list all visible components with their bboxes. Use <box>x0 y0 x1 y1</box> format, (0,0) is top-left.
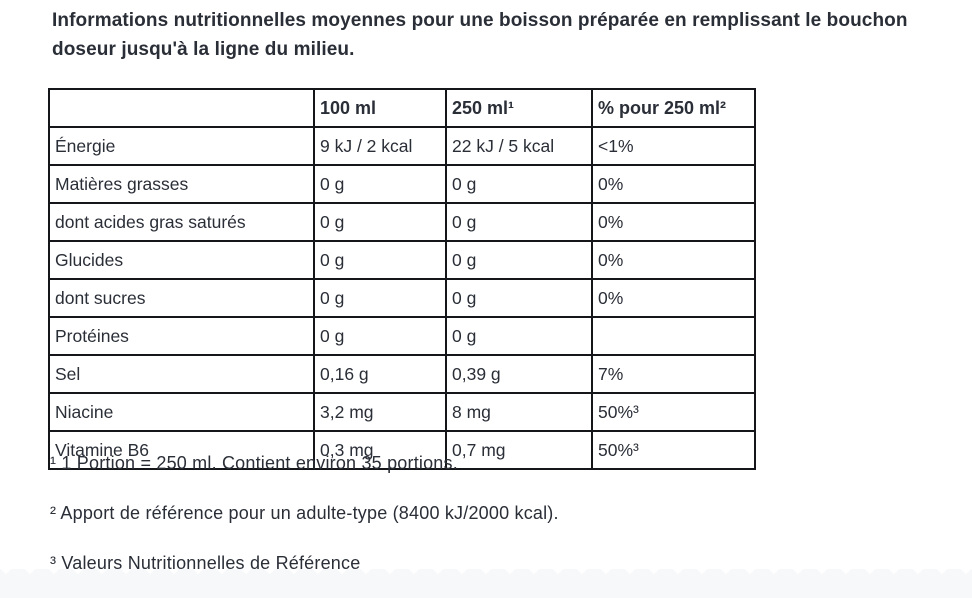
nutrient-label-cell: dont sucres <box>48 278 315 318</box>
nutrient-value-cell: 0 g <box>313 316 447 356</box>
page-bottom-decoration <box>0 569 972 598</box>
nutrient-value-cell: 22 kJ / 5 kcal <box>445 126 593 166</box>
nutrient-label-cell: Vitamine B6 <box>48 430 315 470</box>
table-row: Vitamine B6 0,3 mg 0,7 mg 50%³ <box>48 430 756 470</box>
table-row: Niacine 3,2 mg 8 mg 50%³ <box>48 392 756 432</box>
nutrient-value-cell: 0,39 g <box>445 354 593 394</box>
nutrient-value-cell: 0 g <box>445 202 593 242</box>
nutrient-value-cell: 50%³ <box>591 430 756 470</box>
col-header-empty <box>48 88 315 128</box>
nutrient-label-cell: Sel <box>48 354 315 394</box>
nutrient-value-cell: 0 g <box>313 278 447 318</box>
nutrient-value-cell: 0 g <box>313 164 447 204</box>
nutrient-label-cell: Protéines <box>48 316 315 356</box>
nutrient-value-cell: 0 g <box>445 316 593 356</box>
intro-text: Informations nutritionnelles moyennes po… <box>52 10 908 60</box>
col-header-100ml: 100 ml <box>313 88 447 128</box>
nutrition-table: 100 ml 250 ml¹ % pour 250 ml² Énergie 9 k… <box>48 88 756 470</box>
nutrient-value-cell: 0,3 mg <box>313 430 447 470</box>
nutrient-value-cell: 9 kJ / 2 kcal <box>313 126 447 166</box>
nutrient-label-cell: Glucides <box>48 240 315 280</box>
col-header-pct-250ml: % pour 250 ml² <box>591 88 756 128</box>
header-row: 100 ml 250 ml¹ % pour 250 ml² <box>48 88 756 128</box>
nutrient-value-cell: 8 mg <box>445 392 593 432</box>
nutrient-value-cell: 50%³ <box>591 392 756 432</box>
nutrient-value-cell: 3,2 mg <box>313 392 447 432</box>
nutrient-value-cell: 7% <box>591 354 756 394</box>
footnote-portion: ¹ 1 Portion = 250 ml. Contient environ 3… <box>50 453 458 473</box>
nutrient-value-cell: 0% <box>591 164 756 204</box>
nutrition-table-body: Énergie 9 kJ / 2 kcal 22 kJ / 5 kcal <1% Mat… <box>48 126 756 470</box>
nutrient-value-cell: <1% <box>591 126 756 166</box>
nutrient-value-cell: 0% <box>591 278 756 318</box>
nutrient-value-cell: 0,7 mg <box>445 430 593 470</box>
nutrient-value-cell: 0 g <box>313 240 447 280</box>
nutrient-value-cell: 0 g <box>445 164 593 204</box>
nutrient-value-cell: 0 g <box>313 202 447 242</box>
nutrient-label-cell: Matières grasses <box>48 164 315 204</box>
table-row: Sel 0,16 g 0,39 g 7% <box>48 354 756 394</box>
footnote-reference-intake: ² Apport de référence pour un adulte-typ… <box>50 503 559 523</box>
nutrient-label-cell: Énergie <box>48 126 315 166</box>
nutrient-value-cell: 0 g <box>445 240 593 280</box>
nutrition-table-header: 100 ml 250 ml¹ % pour 250 ml² <box>48 88 756 128</box>
footnote-nrv: ³ Valeurs Nutritionnelles de Référence <box>50 553 361 573</box>
col-header-250ml: 250 ml¹ <box>445 88 593 128</box>
table-row: Énergie 9 kJ / 2 kcal 22 kJ / 5 kcal <1% <box>48 126 756 166</box>
nutrient-value-cell: 0,16 g <box>313 354 447 394</box>
nutrient-label-cell: dont acides gras saturés <box>48 202 315 242</box>
nutrient-label-cell: Niacine <box>48 392 315 432</box>
nutrient-value-cell: 0 g <box>445 278 593 318</box>
nutrient-value-cell: 0% <box>591 202 756 242</box>
nutrient-value-cell <box>591 316 756 356</box>
nutrient-value-cell: 0% <box>591 240 756 280</box>
